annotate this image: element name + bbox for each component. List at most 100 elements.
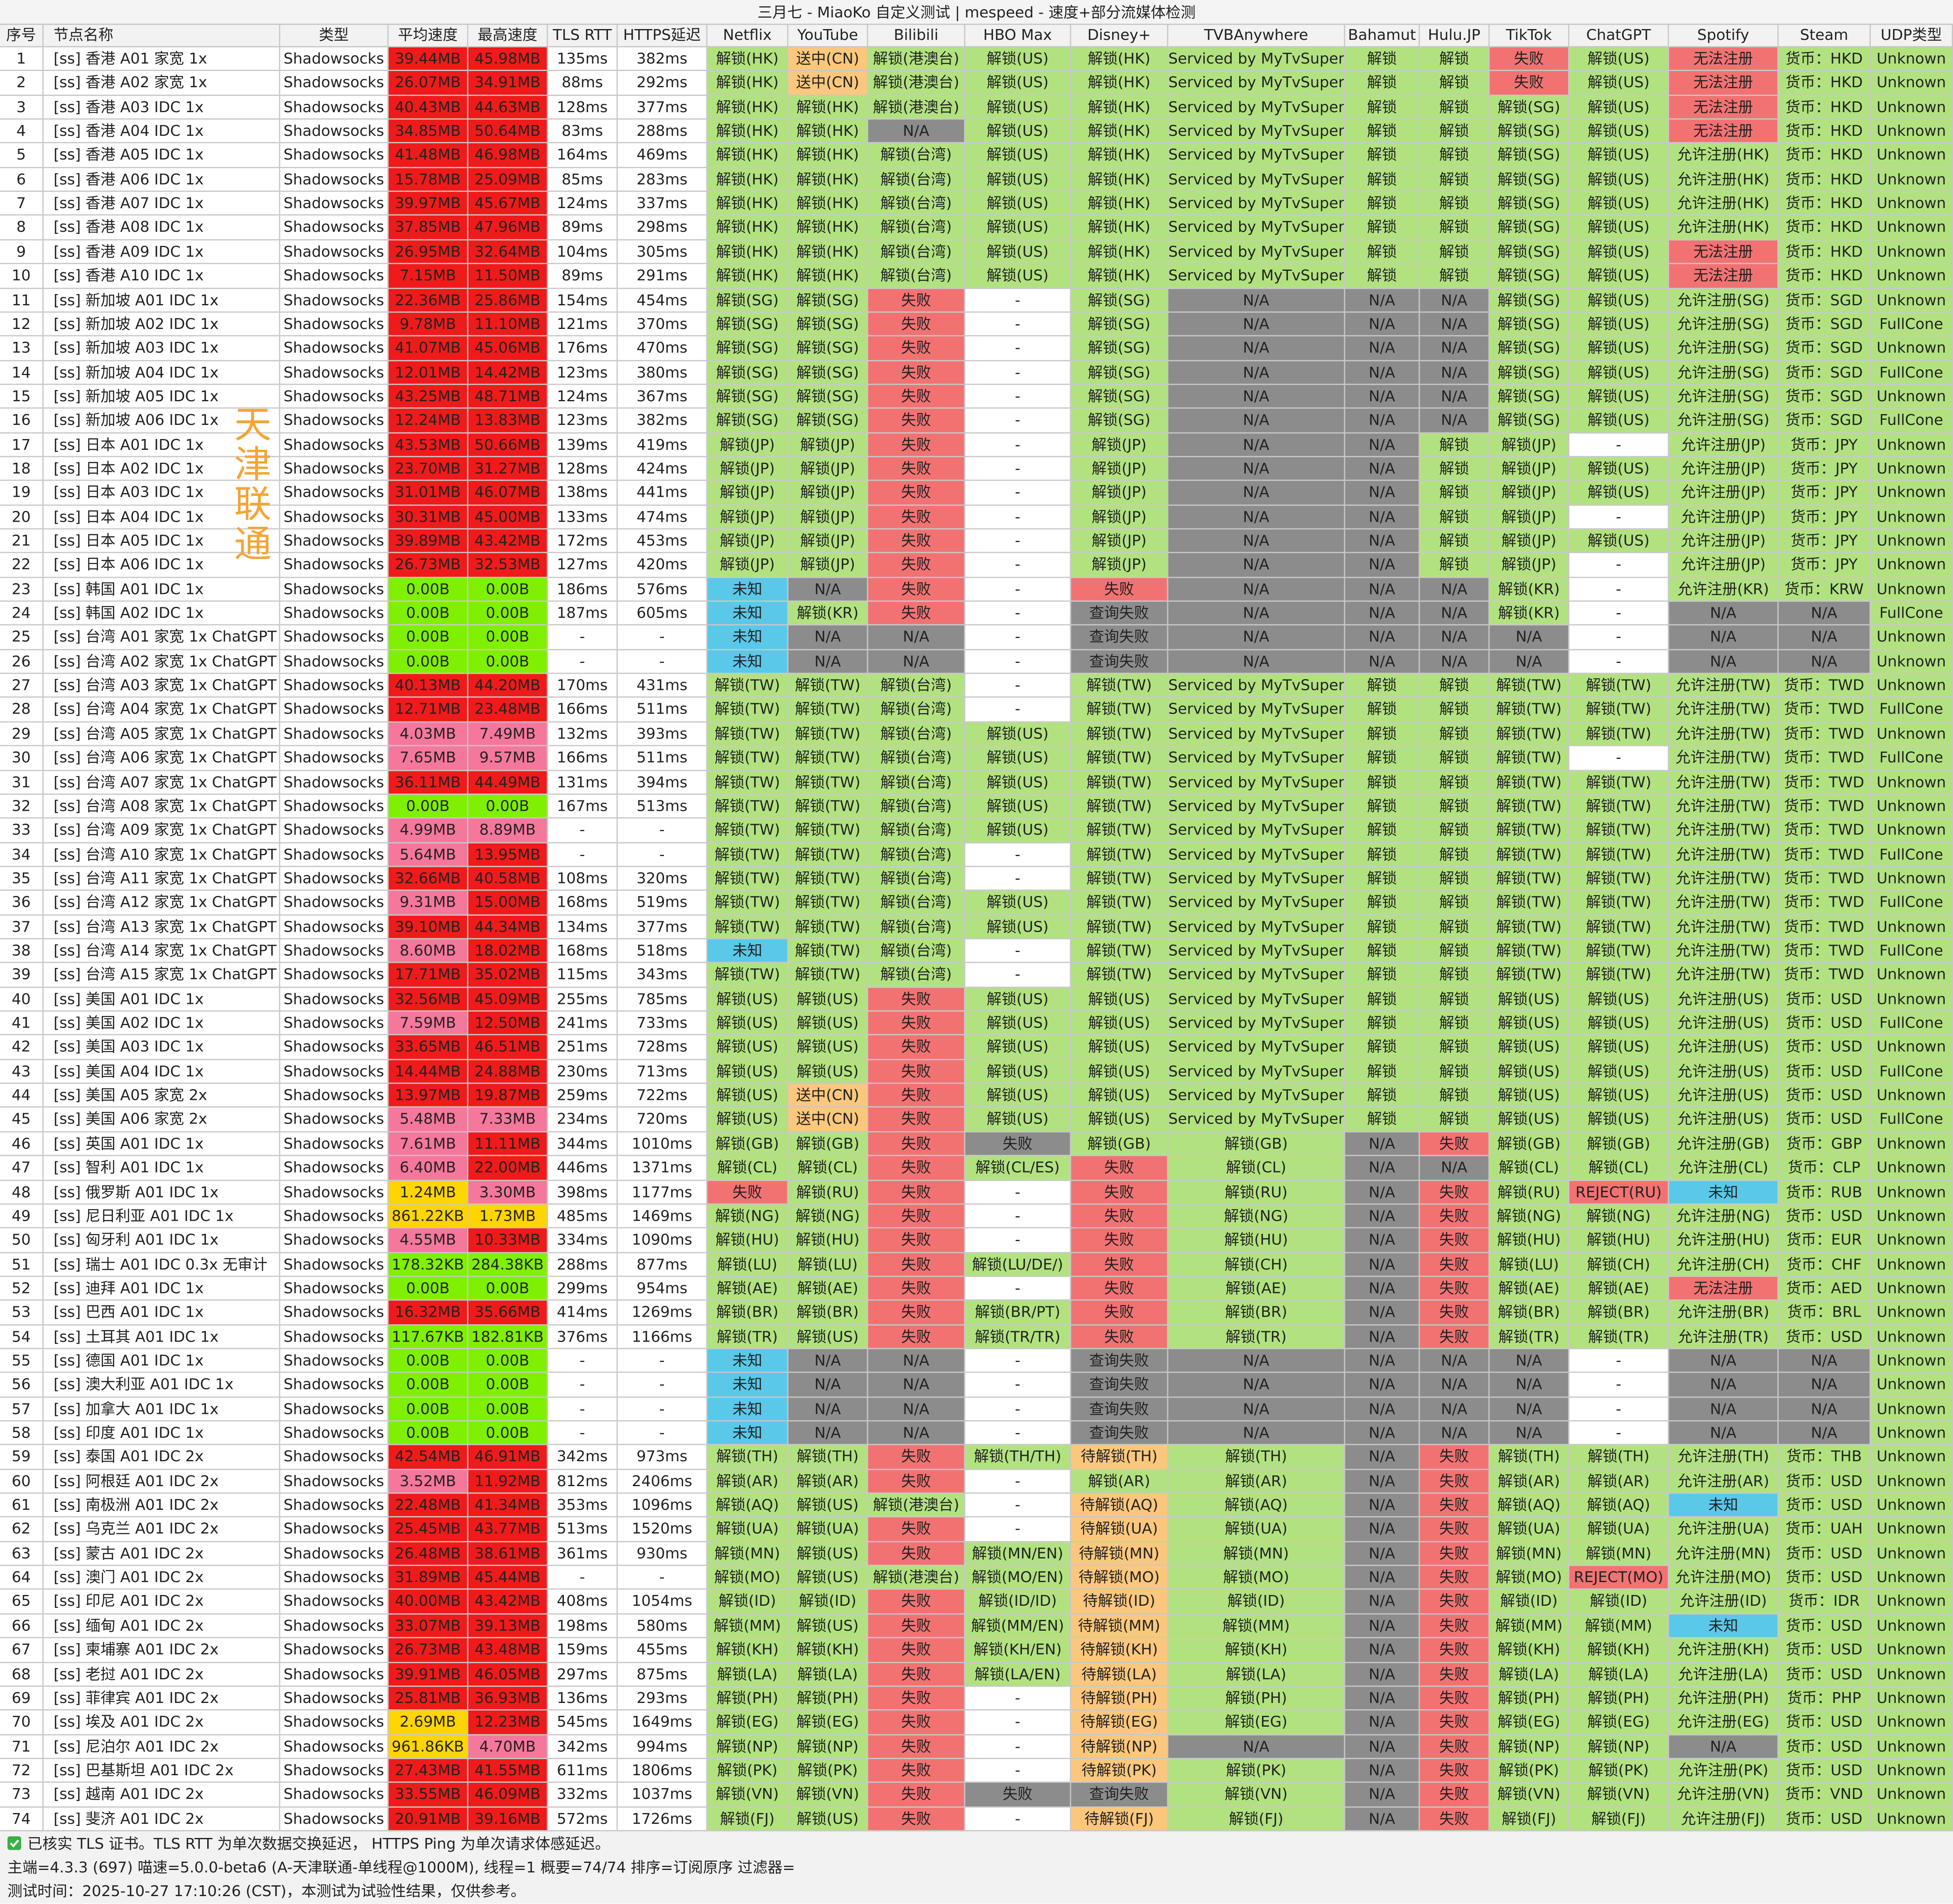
- table-cell: N/A: [788, 577, 868, 602]
- table-cell: 170ms: [548, 674, 618, 699]
- table-cell: 无法注册: [1669, 240, 1779, 265]
- table-cell: 允许注册(TR): [1669, 1325, 1779, 1349]
- table-cell: 货币：USD: [1779, 1035, 1871, 1060]
- table-cell: 168ms: [548, 939, 618, 964]
- table-cell: 未知: [707, 1349, 789, 1374]
- table-cell: 待解锁(LA): [1071, 1662, 1169, 1687]
- table-cell: 解锁: [1420, 553, 1490, 578]
- table-cell: 56: [0, 1373, 44, 1398]
- table-cell: Serviced by MyTvSuper: [1168, 1011, 1345, 1036]
- table-cell: Serviced by MyTvSuper: [1168, 120, 1345, 144]
- column-header: YouTube: [788, 25, 868, 47]
- table-cell: 46.98MB: [468, 144, 548, 168]
- table-cell: 解锁(CL/ES): [965, 1156, 1071, 1180]
- table-cell: Shadowsocks: [280, 71, 389, 96]
- table-cell: 解锁(AE): [788, 1277, 868, 1301]
- table-cell: 0.00B: [468, 1397, 548, 1422]
- table-cell: 解锁(JP): [1490, 433, 1570, 457]
- table-cell: [ss] 新加坡 A04 IDC 1x: [43, 361, 280, 385]
- table-cell: 解锁(TW): [707, 819, 789, 843]
- table-cell: 失败: [868, 1132, 965, 1156]
- table-cell: 954ms: [618, 1277, 708, 1301]
- table-cell: N/A: [1345, 1349, 1420, 1374]
- table-cell: -: [965, 1735, 1071, 1759]
- table-cell: 失败: [868, 361, 965, 385]
- table-cell: 解锁(KH/EN): [965, 1638, 1071, 1663]
- table-cell: Unknown: [1871, 1156, 1953, 1180]
- table-cell: 解锁(US): [965, 722, 1071, 747]
- table-cell: 货币：BRL: [1779, 1301, 1871, 1325]
- table-cell: 解锁(US): [788, 1614, 868, 1639]
- table-cell: 解锁(US): [965, 915, 1071, 940]
- table-cell: 230ms: [548, 1060, 618, 1084]
- table-cell: -: [965, 1421, 1071, 1446]
- table-cell: 解锁: [1420, 1060, 1490, 1084]
- table-cell: 失败: [868, 457, 965, 481]
- table-cell: 解锁(US): [965, 795, 1071, 819]
- table-cell: 解锁(港澳台): [868, 1566, 965, 1590]
- table-cell: Unknown: [1871, 770, 1953, 795]
- table-cell: [ss] 菲律宾 A01 IDC 2x: [43, 1686, 280, 1711]
- table-cell: Shadowsocks: [280, 192, 389, 216]
- table-cell: Unknown: [1871, 674, 1953, 699]
- table-cell: 解锁(ID): [1168, 1590, 1345, 1614]
- table-cell: Unknown: [1871, 120, 1953, 144]
- table-cell: [ss] 美国 A04 IDC 1x: [43, 1060, 280, 1084]
- table-cell: 解锁(CH): [1569, 1253, 1669, 1277]
- table-cell: 货币：USD: [1779, 1614, 1871, 1639]
- table-cell: 解锁(TW): [1490, 819, 1570, 843]
- table-cell: 解锁(NG): [1569, 1204, 1669, 1229]
- table-cell: 136ms: [548, 1686, 618, 1711]
- table-cell: 解锁(台湾): [868, 963, 965, 988]
- table-cell: 解锁(US): [1569, 1035, 1669, 1060]
- table-cell: 解锁(SG): [788, 288, 868, 313]
- table-cell: 42: [0, 1035, 44, 1060]
- table-cell: Unknown: [1871, 144, 1953, 168]
- table-cell: 失败: [868, 601, 965, 626]
- table-cell: 失败: [1071, 1204, 1169, 1229]
- table-cell: 解锁(US): [788, 1807, 868, 1832]
- table-cell: 解锁(CL): [707, 1156, 789, 1180]
- table-cell: 解锁(AE): [1168, 1277, 1345, 1301]
- table-cell: 12.71MB: [388, 698, 468, 723]
- table-cell: -: [1569, 577, 1669, 602]
- column-header: Hulu.JP: [1420, 25, 1490, 47]
- table-cell: 待解锁(MO): [1071, 1566, 1169, 1590]
- table-cell: [ss] 迪拜 A01 IDC 1x: [43, 1277, 280, 1301]
- table-cell: 380ms: [618, 361, 708, 385]
- table-cell: 4: [0, 120, 44, 144]
- table-cell: 解锁(SG): [1490, 216, 1570, 240]
- table-cell: [ss] 台湾 A13 家宽 1x ChatGPT: [43, 915, 280, 940]
- table-cell: 45.98MB: [468, 47, 548, 71]
- table-cell: 7.59MB: [388, 1011, 468, 1036]
- table-cell: 解锁(TH): [1490, 1445, 1570, 1470]
- table-cell: 解锁: [1345, 698, 1420, 723]
- table-cell: 解锁(US): [788, 1325, 868, 1349]
- table-cell: 解锁(MN): [1168, 1542, 1345, 1566]
- table-cell: 178.32KB: [388, 1253, 468, 1277]
- table-cell: 576ms: [618, 577, 708, 602]
- table-cell: 失败: [1071, 577, 1169, 602]
- table-cell: 解锁(US): [1071, 1060, 1169, 1084]
- table-cell: Serviced by MyTvSuper: [1168, 144, 1345, 168]
- table-cell: FullCone: [1871, 1060, 1953, 1084]
- table-cell: 45.06MB: [468, 336, 548, 361]
- table-cell: 解锁(PK): [788, 1759, 868, 1783]
- table-cell: Shadowsocks: [280, 1301, 389, 1325]
- table-cell: 解锁: [1420, 915, 1490, 940]
- table-cell: 解锁(CL): [1569, 1156, 1669, 1180]
- table-cell: [ss] 美国 A03 IDC 1x: [43, 1035, 280, 1060]
- table-cell: 108ms: [548, 867, 618, 891]
- table-cell: 解锁(台湾): [868, 216, 965, 240]
- table-cell: N/A: [1420, 626, 1490, 650]
- table-cell: 63: [0, 1542, 44, 1566]
- table-cell: 27: [0, 674, 44, 699]
- table-cell: Serviced by MyTvSuper: [1168, 939, 1345, 964]
- table-cell: [ss] 俄罗斯 A01 IDC 1x: [43, 1180, 280, 1205]
- table-cell: 解锁(NP): [1569, 1735, 1669, 1759]
- table-cell: 解锁: [1420, 674, 1490, 699]
- table-cell: N/A: [1669, 601, 1779, 626]
- table-cell: 420ms: [618, 553, 708, 578]
- table-cell: 允许注册(JP): [1669, 481, 1779, 505]
- table-cell: [ss] 新加坡 A05 IDC 1x: [43, 385, 280, 409]
